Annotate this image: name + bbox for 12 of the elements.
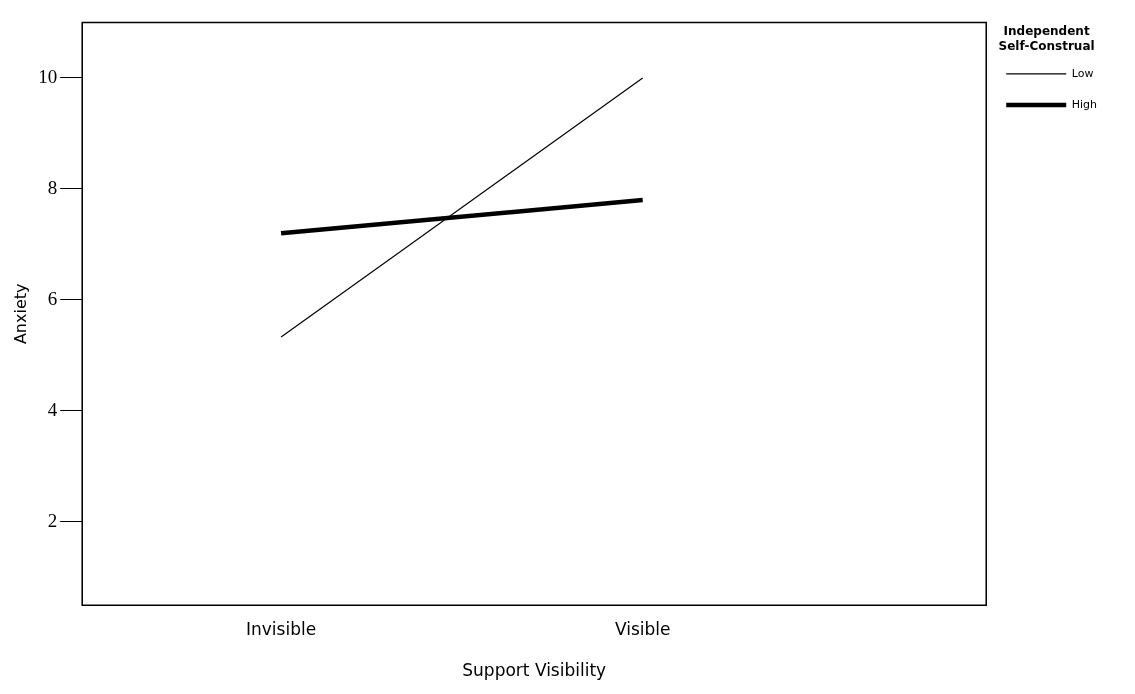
y-tick-label: 4 — [47, 398, 58, 420]
y-tick-label: 10 — [38, 65, 58, 87]
y-axis-title: Anxiety — [10, 283, 30, 345]
y-tick-label: 6 — [47, 287, 58, 309]
y-tick-label: 2 — [47, 509, 58, 531]
x-tick-label: Invisible — [246, 618, 317, 639]
y-tick-label: 8 — [47, 176, 58, 198]
x-tick-label: Visible — [614, 618, 671, 639]
legend-title: Independent Self-Construal — [998, 24, 1095, 53]
text: Low — [1071, 66, 1094, 80]
text: High — [1071, 97, 1098, 111]
x-axis-title: Support Visibility — [462, 660, 607, 681]
